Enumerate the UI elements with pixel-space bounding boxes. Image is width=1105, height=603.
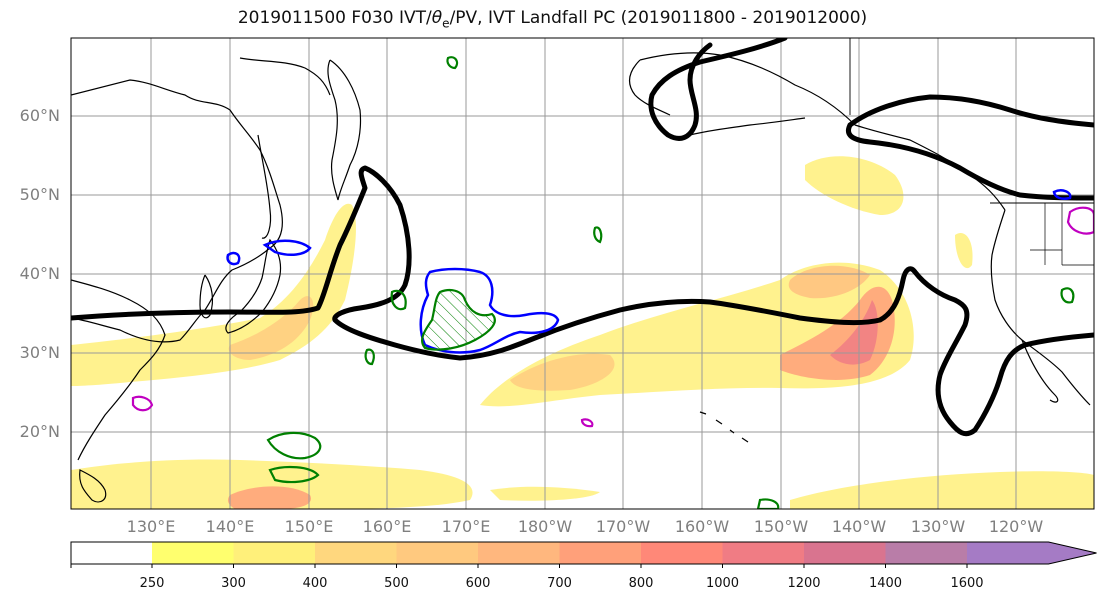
map-frame: [70, 37, 1095, 510]
lat-label-50: 50°N: [19, 185, 60, 204]
lon-label-140w: 140°W: [831, 517, 887, 536]
pv-contours: [71, 38, 1094, 437]
colorbar-segment: [233, 542, 316, 564]
green-contour-nw: [446, 56, 459, 70]
ivt-region-coast: [955, 233, 973, 269]
colorbar-segment: [885, 542, 968, 564]
colorbar-label: 250: [139, 576, 165, 591]
lon-label-150e: 150°E: [284, 517, 334, 536]
coastline-alaska-west: [628, 59, 671, 116]
lon-label-180w: 180°W: [517, 517, 573, 536]
pv-contour-north-west: [648, 38, 788, 141]
colorbar-segment: [804, 542, 886, 564]
green-contour-south: [266, 431, 322, 460]
colorbar-segment: [315, 542, 397, 564]
coastline-sakhalin: [257, 134, 272, 239]
colorbar-label: 1200: [787, 576, 821, 591]
magenta-contour-east: [1066, 206, 1094, 235]
coastline-china: [71, 279, 166, 461]
colorbar-segment: [478, 542, 560, 564]
colorbar-segment: [396, 542, 479, 564]
colorbar-extend-arrow: [967, 542, 1097, 564]
coastline-aleutians: [689, 117, 806, 136]
pv-contour-main: [71, 165, 1094, 437]
ivt-region-south-core: [227, 486, 311, 509]
colorbar-label: 400: [302, 576, 328, 591]
green-contour-small-2: [364, 348, 375, 366]
green-contour-se: [756, 498, 780, 509]
blue-contour-na: [1052, 189, 1072, 200]
lat-label-40: 40°N: [19, 264, 60, 283]
coastlines: [71, 38, 1094, 503]
ivt-region-central-mid: [510, 353, 615, 391]
coastline-hawaii: [699, 411, 749, 443]
colorbar-outline: [70, 541, 1097, 565]
ivt-region-gulf: [805, 156, 904, 215]
lat-label-20: 20°N: [19, 422, 60, 441]
blue-contour-central: [419, 267, 560, 354]
colorbar-label: 1000: [705, 576, 740, 591]
colorbar: [70, 541, 1097, 568]
blue-contour-japan: [262, 239, 312, 257]
ivt-region-southeast: [790, 471, 1094, 509]
coastline-asia: [71, 79, 283, 343]
pv-contour-north-east: [847, 94, 1094, 128]
coastline-philippines: [79, 469, 107, 503]
colorbar-label: 800: [628, 576, 654, 591]
lon-label-160e: 160°E: [362, 517, 412, 536]
map-area: [71, 38, 1094, 509]
blue-contour-korea: [226, 251, 241, 266]
colorbar-label: 600: [465, 576, 491, 591]
pv-contour-loop: [845, 122, 1094, 201]
lat-label-60: 60°N: [19, 106, 60, 125]
ivt-region-south: [71, 459, 473, 509]
map-title: 2019011500 F030 IVT/θe/PV, IVT Landfall …: [237, 8, 868, 31]
theta-e-blue: [226, 189, 1072, 354]
magenta-contour-west: [131, 395, 154, 412]
green-contour-small-1: [390, 289, 407, 311]
colorbar-label: 700: [547, 576, 572, 591]
theta-e-green: [266, 56, 1075, 509]
green-contour-central: [421, 289, 496, 351]
lon-label-140e: 140°E: [205, 517, 255, 536]
green-contour-gulf: [593, 226, 603, 244]
magenta-contour-south: [580, 418, 594, 428]
lon-label-130e: 130°E: [126, 517, 176, 536]
colorbar-segment: [722, 542, 805, 564]
coastline-baja: [1021, 339, 1059, 403]
lat-label-30: 30°N: [19, 343, 60, 362]
coastline-kamchatka: [327, 59, 362, 201]
colorbar-segment-below: [71, 542, 152, 564]
lon-label-130w: 130°W: [910, 517, 966, 536]
ivt-shading: [71, 156, 1094, 509]
ivt-region-east-max: [830, 300, 878, 365]
coastline-japan: [225, 238, 282, 334]
colorbar-segment: [559, 542, 642, 564]
lon-label-120w: 120°W: [988, 517, 1044, 536]
colorbar-segment: [152, 542, 234, 564]
theta-e-magenta: [131, 206, 1094, 428]
lon-label-150w: 150°W: [753, 517, 809, 536]
colorbar-label: 300: [221, 576, 246, 591]
lon-label-170e: 170°E: [441, 517, 491, 536]
coastline-korea: [199, 274, 214, 319]
green-contour-south-2: [268, 465, 320, 484]
coastline-na-west: [990, 209, 1091, 406]
lon-label-160w: 160°W: [674, 517, 730, 536]
border-us-states: [1030, 203, 1094, 266]
graticule: [71, 38, 1094, 509]
colorbar-label: 1400: [868, 576, 903, 591]
green-contour-coast: [1060, 287, 1075, 304]
colorbar-segment: [641, 542, 723, 564]
coastline-okhotsk: [239, 57, 331, 96]
lon-label-170w: 170°W: [595, 517, 651, 536]
colorbar-label: 500: [384, 576, 409, 591]
colorbar-label: 1600: [950, 576, 984, 591]
